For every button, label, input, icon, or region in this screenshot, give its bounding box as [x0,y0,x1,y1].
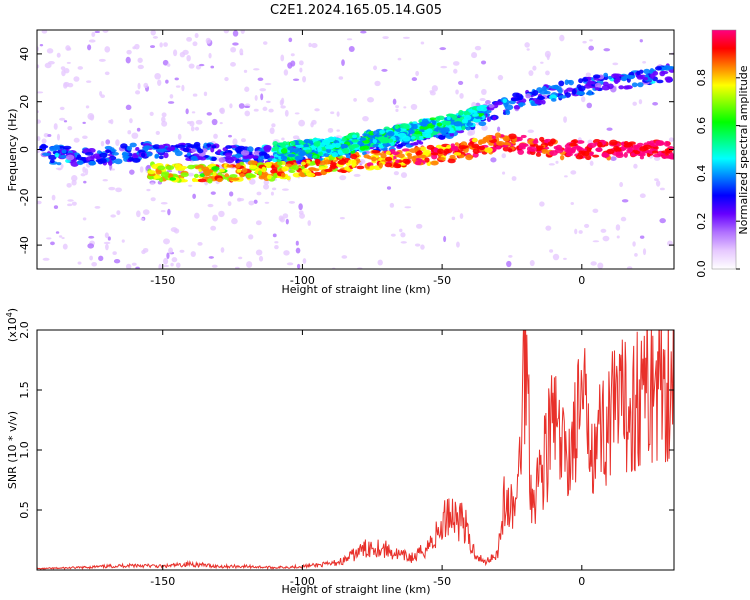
x-tick-label: 0 [578,274,585,287]
y-tick-label: -20 [18,188,31,206]
x-tick-label: -100 [290,575,315,588]
snr-y-ticks: 0.5 1.0 1.5 2.0 [18,321,674,519]
y-tick-label: 1.0 [18,441,31,459]
colorbar-tick-label: 0.6 [695,117,708,135]
x-tick-label: -150 [150,274,175,287]
y-tick-label: 40 [18,47,31,61]
multiplier-close: ) [6,308,19,312]
spectrogram-panel: -150 -100 -50 0 -40 -20 0 20 40 Height of strai… [6,29,675,296]
snr-x-ticks: -150 -100 -50 0 [150,330,585,588]
spectrogram-y-label: Frequency (Hz) [6,109,19,192]
snr-series-line [37,330,674,570]
multiplier-base: (x10 [6,317,19,342]
colorbar: 0.0 0.2 0.4 0.6 0.8 Normalized spectral ampl… [695,29,750,278]
spectrogram-image [37,30,674,269]
snr-y-label: SNR (10 * v/v) [6,411,19,489]
x-tick-label: -150 [150,575,175,588]
y-tick-label: 2.0 [18,321,31,339]
x-tick-label: 0 [578,575,585,588]
snr-x-label: Height of straight line (km) [281,583,430,596]
colorbar-tick-label: 0.2 [695,212,708,230]
y-tick-label: 0.5 [18,501,31,519]
colorbar-gradient [711,29,737,270]
spectrogram-x-label: Height of straight line (km) [281,283,430,296]
spectrogram-y-ticks: -40 -20 0 20 40 [18,47,674,254]
figure-title: C2E1.2024.165.05.14.G05 [270,3,442,18]
y-tick-label: -40 [18,236,31,254]
colorbar-tick-label: 0.4 [695,165,708,183]
spectrogram-x-ticks: -150 -100 -50 0 [150,30,585,287]
colorbar-label: Normalized spectral amplitude [737,65,750,234]
multiplier-exponent: 4 [5,312,14,317]
colorbar-tick-label: 0.8 [695,69,708,87]
colorbar-tick-label: 0.0 [695,260,708,278]
snr-panel: -150 -100 -50 0 0.5 1.0 1.5 2.0 Height of stra… [5,308,675,596]
y-tick-label: 0 [18,146,31,153]
y-tick-label: 1.5 [18,381,31,399]
colorbar-ticks: 0.0 0.2 0.4 0.6 0.8 [695,69,740,278]
y-tick-label: 20 [18,95,31,109]
x-tick-label: -50 [433,575,451,588]
snr-multiplier-label: (x104) [5,308,20,342]
x-tick-label: -100 [290,274,315,287]
snr-plot-area [37,330,674,570]
x-tick-label: -50 [433,274,451,287]
